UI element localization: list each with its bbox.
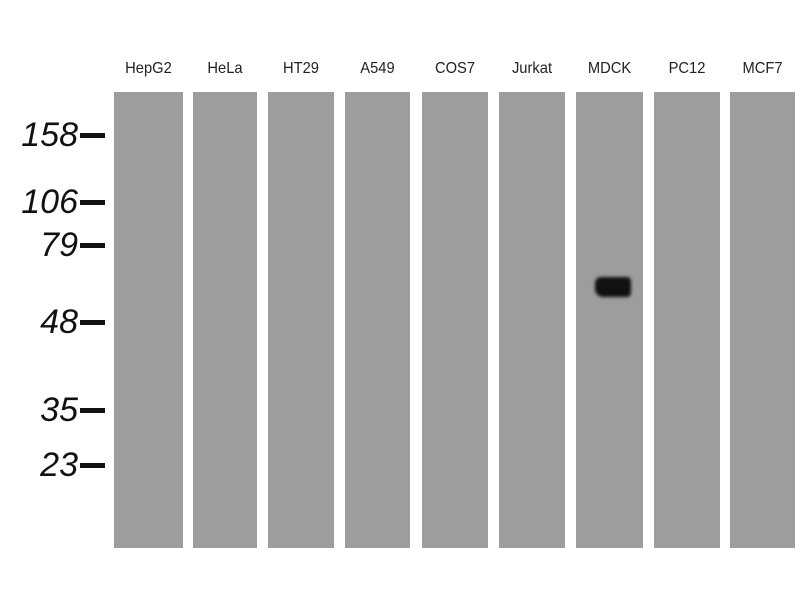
lane-hepg2 <box>114 92 183 548</box>
lane-label: Jurkat <box>511 60 553 77</box>
lane-cos7 <box>422 92 488 548</box>
marker-label: 35 <box>40 391 78 429</box>
lane-label: PC12 <box>668 60 706 77</box>
lane-mdck <box>576 92 643 548</box>
lane-ht29 <box>268 92 334 548</box>
lane-pc12 <box>654 92 720 548</box>
lane-jurkat <box>499 92 565 548</box>
lane-hela <box>193 92 257 548</box>
marker-tick <box>80 133 105 138</box>
marker-tick <box>80 463 105 468</box>
marker-tick <box>80 243 105 248</box>
marker-label: 106 <box>21 183 78 221</box>
marker-label: 23 <box>40 446 78 484</box>
marker-label: 79 <box>40 226 78 264</box>
lane-label: MCF7 <box>742 60 783 77</box>
marker-tick <box>80 320 105 325</box>
lane-a549 <box>345 92 410 548</box>
lane-label: HepG2 <box>125 60 172 77</box>
lane-label: HT29 <box>283 60 319 77</box>
lane-label: MDCK <box>587 60 632 77</box>
lane-mcf7 <box>730 92 795 548</box>
marker-tick <box>80 200 105 205</box>
lane-label: COS7 <box>434 60 476 77</box>
marker-label: 48 <box>40 303 78 341</box>
lane-label: HeLa <box>207 60 243 77</box>
lane-label: A549 <box>360 60 395 77</box>
protein-band-mdck <box>595 277 631 297</box>
marker-label: 158 <box>21 116 78 154</box>
marker-tick <box>80 408 105 413</box>
